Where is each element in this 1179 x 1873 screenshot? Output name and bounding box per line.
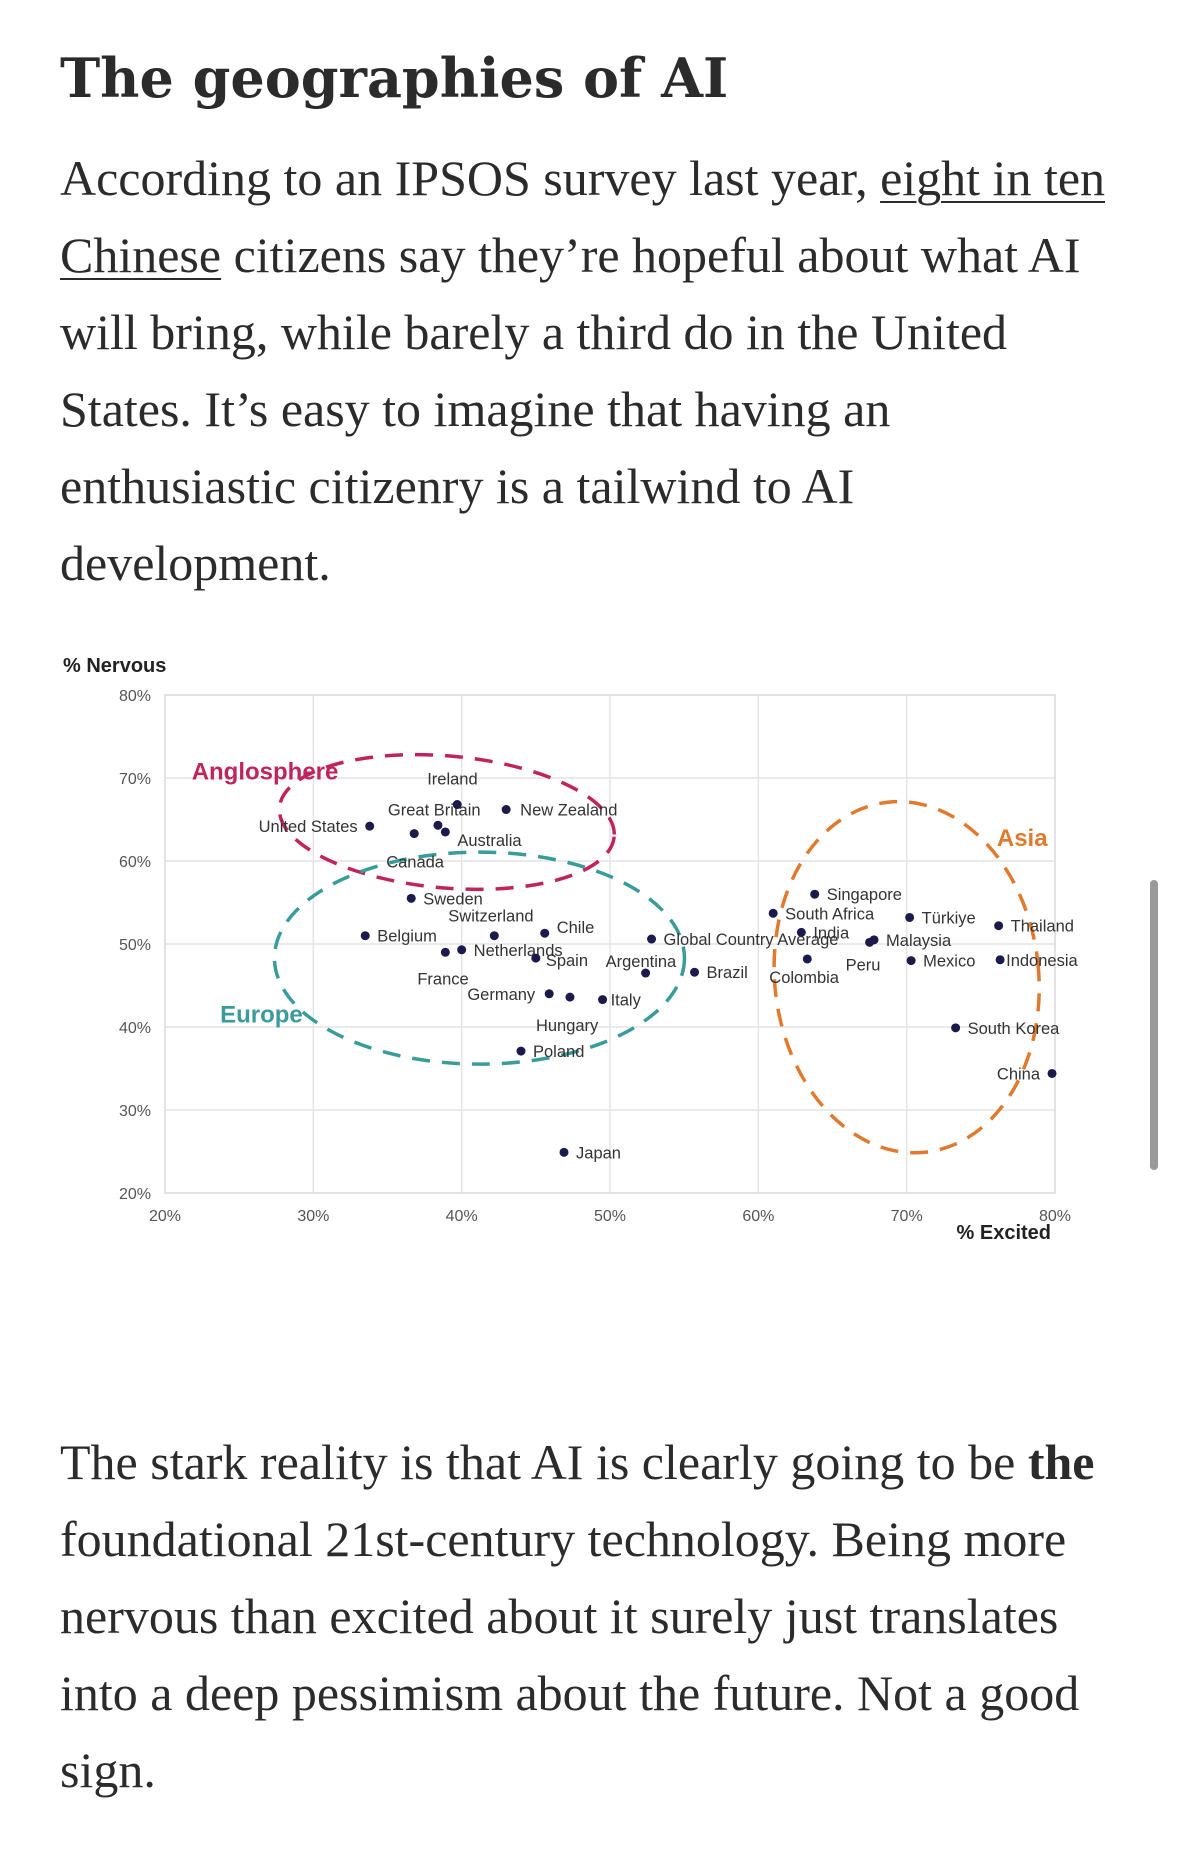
point-south-africa <box>768 908 778 918</box>
para2-text-post: foundational 21st-century technology. Be… <box>60 1511 1080 1798</box>
asia-cluster-outline <box>772 799 1041 1155</box>
x-tick-label: 80% <box>1039 1208 1071 1225</box>
point-south-korea <box>951 1023 961 1033</box>
europe-cluster-label: Europe <box>220 1002 303 1029</box>
point-sweden <box>406 893 416 903</box>
x-tick-label: 60% <box>742 1208 774 1225</box>
x-axis-title: % Excited <box>957 1222 1051 1244</box>
point-italy <box>598 995 608 1005</box>
point-thailand <box>994 921 1004 931</box>
x-tick-label: 70% <box>891 1208 923 1225</box>
point-brazil <box>690 967 700 977</box>
ipsos-survey-link[interactable]: eight in ten Chinese <box>60 150 1106 283</box>
point-spain <box>531 953 541 963</box>
point-label-netherlands: Netherlands <box>474 942 563 960</box>
point-label-hungary: Hungary <box>536 1017 599 1035</box>
x-tick-label: 30% <box>297 1208 329 1225</box>
para2-bold-the: the <box>1027 1434 1095 1490</box>
point-china <box>1047 1068 1057 1078</box>
y-tick-label: 80% <box>119 688 151 705</box>
point-new-zealand <box>501 805 511 815</box>
point-label-ireland: Ireland <box>427 771 477 789</box>
point-chile <box>540 928 550 938</box>
point-belgium <box>360 931 370 941</box>
point-label-colombia: Colombia <box>769 969 840 987</box>
plot-frame <box>164 694 1056 1194</box>
x-tick-label: 20% <box>149 1208 181 1225</box>
scatter-chart-svg: 20% 30% 40% 50% 60% 70% 80% 20% 30% 40% 50% 60% 70% 8… <box>63 655 1078 1244</box>
point-label-brazil: Brazil <box>707 964 748 982</box>
point-great-britain <box>433 820 443 830</box>
point-colombia <box>802 954 812 964</box>
y-tick-label: 50% <box>119 937 151 954</box>
y-tick-label: 20% <box>119 1186 151 1203</box>
article-heading: The geographies of AI <box>60 46 729 110</box>
point-label-poland: Poland <box>533 1043 584 1061</box>
scatter-chart: 20% 30% 40% 50% 60% 70% 80% 20% 30% 40% 50% 60% 70% 8… <box>55 645 1095 1385</box>
point-t-rkiye <box>905 912 915 922</box>
point-netherlands <box>457 945 467 955</box>
point-label-global-country-average: Global Country Average <box>664 931 839 949</box>
point-label-germany: Germany <box>467 986 536 1004</box>
point-label-china: China <box>997 1065 1041 1083</box>
point-label-india: India <box>813 924 850 942</box>
point-label-indonesia: Indonesia <box>1006 952 1078 970</box>
point-label-italy: Italy <box>611 992 642 1010</box>
point-mexico <box>906 956 916 966</box>
point-global-country-average <box>647 934 657 944</box>
point-label-great-britain: Great Britain <box>388 801 481 819</box>
para2-text-pre: The stark reality is that AI is clearly … <box>60 1434 1028 1490</box>
point-ireland <box>452 800 462 810</box>
point-label-spain: Spain <box>546 952 588 970</box>
point-label-argentina: Argentina <box>606 953 677 971</box>
point-poland <box>516 1046 526 1056</box>
point-label-australia: Australia <box>457 832 522 850</box>
point-label-japan: Japan <box>576 1144 621 1162</box>
point-label-new-zealand: New Zealand <box>520 802 617 820</box>
y-tick-label: 70% <box>119 771 151 788</box>
point-argentina <box>641 968 651 978</box>
article-paragraph-1: According to an IPSOS survey last year, … <box>60 140 1120 602</box>
point-switzerland <box>489 931 499 941</box>
point-france <box>440 947 450 957</box>
point-label-south-africa: South Africa <box>785 905 875 923</box>
point-label-thailand: Thailand <box>1011 918 1074 936</box>
y-tick-label: 30% <box>119 1103 151 1120</box>
point-canada <box>409 829 419 839</box>
point-label-switzerland: Switzerland <box>448 908 533 926</box>
point-label-chile: Chile <box>557 919 595 937</box>
point-label-peru: Peru <box>846 956 881 974</box>
point-label-singapore: Singapore <box>827 886 902 904</box>
europe-cluster-outline <box>272 850 687 1066</box>
point-japan <box>559 1147 569 1157</box>
point-indonesia <box>995 955 1005 965</box>
point-label-sweden: Sweden <box>423 890 483 908</box>
point-united-states <box>365 821 375 831</box>
point-label-malaysia: Malaysia <box>886 932 952 950</box>
para1-text-post: citizens say they’re hopeful about what … <box>60 227 1081 591</box>
point-label-france: France <box>417 970 468 988</box>
y-tick-label: 60% <box>119 854 151 871</box>
para1-text-pre: According to an IPSOS survey last year, <box>60 150 881 206</box>
page-scrollbar[interactable] <box>1150 880 1158 1170</box>
point-label-united-states: United States <box>259 818 358 836</box>
x-tick-label: 50% <box>594 1208 626 1225</box>
point-hungary <box>565 992 575 1002</box>
point-label-mexico: Mexico <box>923 953 975 971</box>
y-axis-title: % Nervous <box>63 655 166 677</box>
point-germany <box>544 989 554 999</box>
asia-cluster-label: Asia <box>997 825 1048 852</box>
x-tick-label: 40% <box>446 1208 478 1225</box>
point-peru <box>865 937 875 947</box>
anglosphere-cluster-label: Anglosphere <box>192 758 339 785</box>
point-label-canada: Canada <box>386 854 445 872</box>
point-singapore <box>810 889 820 899</box>
article-paragraph-2: The stark reality is that AI is clearly … <box>60 1424 1120 1809</box>
point-label-t-rkiye: Türkiye <box>922 909 976 927</box>
point-australia <box>440 827 450 837</box>
point-label-south-korea: South Korea <box>968 1020 1061 1038</box>
point-label-belgium: Belgium <box>377 928 437 946</box>
point-india <box>796 927 806 937</box>
y-tick-label: 40% <box>119 1020 151 1037</box>
